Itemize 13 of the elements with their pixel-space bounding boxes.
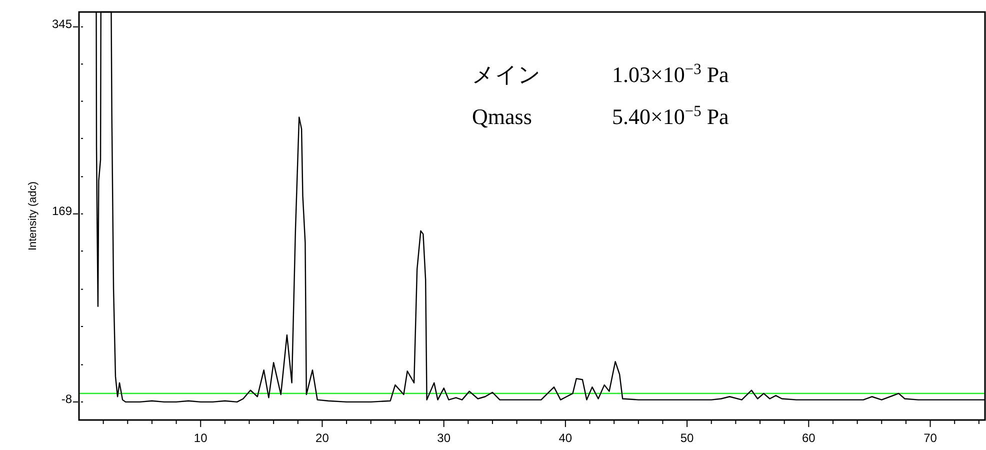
x-tick-label: 20: [316, 431, 330, 445]
text: メイン 1.03×10$^{−3}$ Pa: [472, 60, 729, 87]
y-tick-label: 169: [52, 204, 72, 218]
y-tick-label: -8: [61, 392, 72, 406]
x-tick-label: 30: [437, 431, 451, 445]
x-tick-label: 50: [680, 431, 694, 445]
y-axis-title: Intensity (adc): [27, 181, 39, 251]
y-tick-label: 345: [52, 16, 72, 31]
x-tick-label: 70: [924, 431, 938, 445]
x-tick-label: 60: [802, 431, 816, 445]
text: Qmass 5.40×10$^{−5}$ Pa: [472, 102, 729, 129]
x-tick-label: 10: [194, 431, 208, 445]
x-tick-label: 40: [558, 431, 572, 445]
